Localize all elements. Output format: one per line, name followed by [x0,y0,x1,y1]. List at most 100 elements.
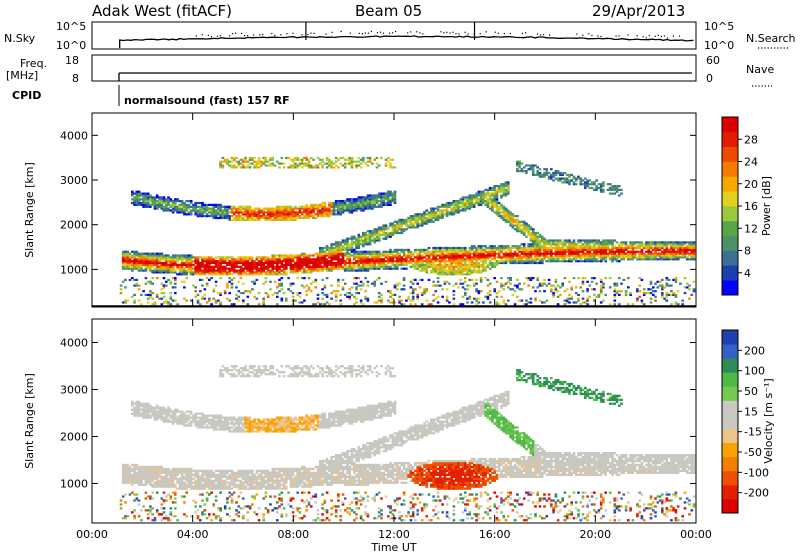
power-cell [475,269,478,272]
power-cell [525,261,528,265]
power-cell [382,263,385,266]
power-cell [199,213,202,216]
power-cell [507,186,510,190]
power-cell [235,263,238,266]
power-cell [597,246,601,250]
power-cell [608,256,612,259]
power-cell [423,220,426,223]
power-cell [253,213,256,216]
power-cell [547,243,551,246]
power-cell [452,256,456,259]
power-cell [230,215,234,218]
power-cell [235,216,238,220]
power-cell [271,158,274,161]
power-cell [647,250,650,253]
power-cell [180,271,184,274]
power-cell [432,209,435,212]
power-cell [131,192,134,195]
power-cell [219,267,222,270]
power-cell [584,181,587,184]
power-cell [203,267,207,270]
noise-search-point [443,32,445,34]
power-cell [282,215,286,218]
power-cell [518,224,521,227]
power-cell [371,267,374,270]
power-cell [572,246,576,250]
power-cell [563,260,567,263]
power-cell [393,286,397,289]
power-cell [355,292,358,295]
power-cell [219,277,222,280]
power-cell [212,216,216,220]
power-cell [305,261,308,265]
power-cell [217,271,220,274]
power-cell [239,162,243,165]
noise-search-point [540,34,542,36]
noise-search-point [358,32,360,34]
power-cell [357,284,361,287]
power-cell [228,216,231,220]
power-cell [212,260,216,263]
power-cell [321,207,324,210]
power-cell [468,203,472,206]
power-cell [294,158,297,161]
power-cell [423,267,426,270]
power-cell [160,269,164,272]
power-cell [133,278,136,281]
power-cell [307,286,311,289]
power-cell [597,250,601,253]
power-cell [464,203,467,206]
power-cell [391,226,395,229]
noise-search-point [648,34,650,37]
power-cell [307,256,311,259]
power-cell [466,196,469,199]
power-cell [497,188,501,191]
power-cell [371,254,374,257]
power-cell [346,209,349,212]
power-cell [534,290,537,293]
power-cell [439,209,442,212]
power-cell [371,250,374,253]
power-cell [507,209,510,212]
frequency-label-bottom: [MHz] [6,69,38,82]
power-cell [536,252,539,255]
power-cell [242,207,245,210]
power-cell [298,256,302,259]
power-cell [271,218,274,221]
power-cell [443,205,447,208]
power-cell [581,183,585,186]
power-cell [529,237,533,240]
power-cell [387,228,390,231]
power-cell [160,258,164,261]
power-cell [554,245,558,248]
power-cell [223,290,227,293]
power-cell [348,246,351,250]
power-cell [221,273,225,276]
power-cell [450,252,453,255]
power-cell [187,203,191,206]
power-cell [255,207,259,210]
power-cell [178,271,182,274]
power-cell [242,258,245,261]
power-cell [126,261,130,265]
power-cell [230,164,234,167]
power-cell [427,246,431,250]
power-cell [278,265,281,268]
power-cell [131,295,134,298]
power-cell [423,290,426,293]
power-cell [158,200,161,203]
power-cell [359,243,363,246]
power-cell [203,260,207,263]
power-cell [482,192,485,195]
power-cell [541,261,544,265]
power-cell [593,241,596,244]
power-cell [640,245,644,248]
power-cell [545,248,549,251]
power-cell [418,250,422,253]
power-cell [248,261,252,265]
power-cell [289,205,293,208]
power-cell [167,263,170,266]
power-cell [439,254,442,257]
power-cell [464,198,467,201]
power-cell [391,261,395,265]
